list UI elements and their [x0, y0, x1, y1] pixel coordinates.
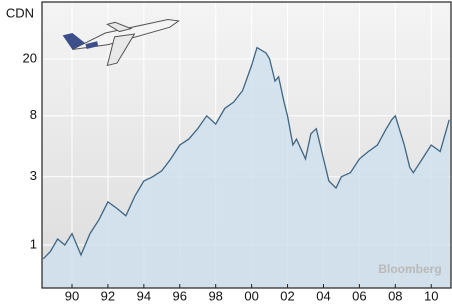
y-tick-label: 8 [30, 107, 37, 122]
x-tick-label: 98 [208, 288, 222, 303]
chart: Bloomberg CDN 1 3 8 20 90 92 94 96 98 00 02 04 06 08 1… [0, 0, 452, 304]
watermark: Bloomberg [378, 262, 441, 276]
x-tick-label: 02 [280, 288, 294, 303]
y-tick-label: 3 [30, 168, 37, 183]
y-tick-label: 20 [23, 50, 37, 65]
x-tick-label: 96 [173, 288, 187, 303]
x-tick-label: 06 [352, 288, 366, 303]
x-tick-label: 10 [424, 288, 438, 303]
x-tick-label: 92 [101, 288, 115, 303]
x-tick-label: 00 [244, 288, 258, 303]
x-tick-label: 90 [65, 288, 79, 303]
x-tick-label: 08 [388, 288, 402, 303]
y-axis-label: CDN [6, 5, 34, 20]
y-tick-label: 1 [30, 236, 37, 251]
x-tick-label: 04 [316, 288, 330, 303]
x-tick-label: 94 [137, 288, 151, 303]
